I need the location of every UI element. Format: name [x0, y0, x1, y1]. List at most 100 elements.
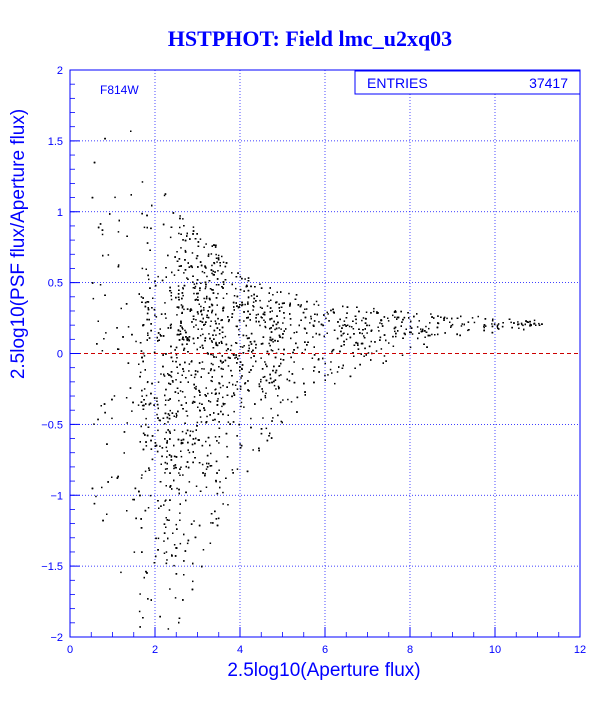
- scatter-point: [203, 409, 206, 411]
- scatter-point: [392, 314, 394, 317]
- scatter-point: [168, 430, 171, 433]
- y-tick-label: 0.5: [48, 278, 63, 290]
- scatter-point: [266, 365, 268, 368]
- scatter-point: [207, 392, 209, 395]
- scatter-point: [430, 313, 432, 315]
- scatter-point: [210, 522, 212, 524]
- scatter-point: [193, 383, 195, 386]
- scatter-point: [226, 293, 228, 295]
- scatter-point: [102, 519, 104, 522]
- scatter-point: [271, 310, 273, 312]
- scatter-point: [182, 287, 184, 289]
- scatter-point: [289, 305, 291, 307]
- scatter-point: [131, 333, 133, 336]
- scatter-point: [252, 349, 254, 352]
- scatter-point: [231, 272, 233, 274]
- scatter-point: [250, 332, 253, 335]
- scatter-point: [137, 404, 140, 406]
- scatter-point: [239, 385, 242, 388]
- scatter-point: [269, 373, 271, 376]
- scatter-point: [219, 486, 221, 489]
- scatter-point: [278, 303, 280, 305]
- scatter-point: [241, 277, 243, 280]
- scatter-point: [294, 298, 297, 300]
- scatter-point: [183, 272, 185, 274]
- scatter-point: [178, 334, 180, 336]
- scatter-point: [209, 298, 211, 301]
- scatter-point: [149, 494, 152, 497]
- scatter-point: [236, 388, 239, 390]
- scatter-point: [382, 362, 384, 364]
- scatter-point: [244, 382, 247, 384]
- scatter-point: [491, 320, 494, 322]
- scatter-point: [297, 304, 300, 306]
- scatter-point: [162, 365, 164, 368]
- scatter-point: [468, 329, 470, 331]
- scatter-point: [163, 194, 166, 197]
- scatter-point: [278, 365, 280, 367]
- scatter-point: [101, 233, 104, 236]
- scatter-point: [370, 312, 372, 314]
- scatter-point: [199, 238, 202, 240]
- scatter-point: [237, 358, 239, 360]
- y-tick-label: −2: [50, 632, 63, 644]
- scatter-point: [264, 326, 267, 329]
- scatter-point: [168, 509, 171, 511]
- scatter-point: [248, 371, 251, 373]
- scatter-point: [179, 390, 182, 392]
- scatter-point: [273, 320, 275, 323]
- scatter-point: [365, 311, 368, 313]
- scatter-point: [97, 320, 99, 322]
- scatter-point: [157, 549, 159, 551]
- scatter-point: [186, 308, 189, 310]
- scatter-point: [163, 532, 166, 534]
- scatter-point: [232, 383, 234, 386]
- scatter-point: [322, 324, 324, 327]
- scatter-point: [104, 294, 106, 296]
- scatter-point: [409, 325, 412, 328]
- scatter-point: [261, 368, 264, 370]
- scatter-point: [218, 366, 220, 368]
- scatter-point: [191, 321, 193, 323]
- scatter-point: [326, 311, 328, 314]
- scatter-point: [187, 441, 189, 444]
- scatter-point: [354, 315, 357, 317]
- scatter-point: [304, 391, 306, 393]
- scatter-point: [227, 320, 230, 323]
- scatter-point: [413, 315, 415, 318]
- scatter-point: [313, 366, 316, 368]
- scatter-point: [184, 259, 186, 261]
- x-tick-label: 2: [152, 644, 158, 656]
- scatter-point: [300, 319, 302, 321]
- scatter-point: [394, 310, 397, 312]
- scatter-point: [249, 319, 251, 321]
- scatter-point: [166, 462, 168, 465]
- scatter-point: [327, 374, 329, 376]
- scatter-point: [167, 254, 169, 257]
- scatter-point: [154, 280, 156, 282]
- scatter-point: [336, 337, 339, 340]
- scatter-point: [199, 409, 201, 412]
- scatter-point: [296, 396, 299, 399]
- x-tick-label: 6: [322, 644, 328, 656]
- scatter-point: [165, 267, 167, 269]
- scatter-point: [168, 374, 170, 376]
- scatter-point: [150, 329, 152, 332]
- scatter-point: [221, 319, 223, 321]
- scatter-point: [185, 336, 187, 338]
- scatter-point: [258, 320, 260, 323]
- scatter-point: [299, 305, 302, 308]
- scatter-point: [279, 310, 281, 312]
- scatter-point: [204, 266, 207, 268]
- scatter-point: [431, 316, 433, 318]
- scatter-point: [205, 440, 207, 443]
- scatter-point: [258, 385, 261, 388]
- scatter-point: [387, 320, 390, 322]
- scatter-point: [151, 382, 153, 385]
- scatter-point: [266, 305, 269, 307]
- x-tick-label: 12: [574, 644, 586, 656]
- scatter-point: [272, 324, 274, 327]
- scatter-point: [253, 340, 256, 343]
- scatter-point: [228, 381, 231, 384]
- scatter-point: [323, 314, 325, 316]
